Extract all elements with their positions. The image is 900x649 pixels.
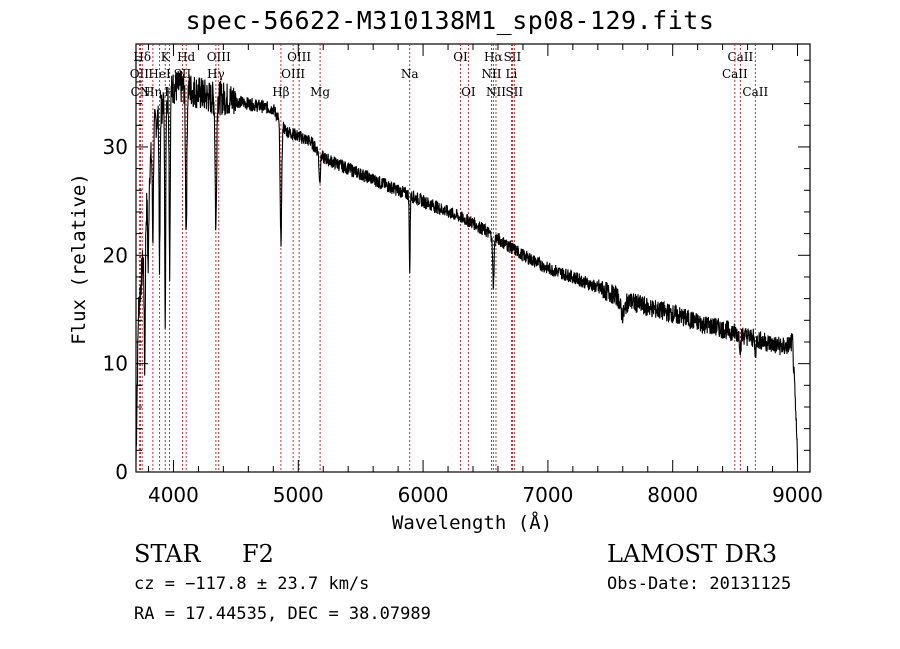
line-marker-label: Li <box>506 67 518 81</box>
axis-ticks: 4000 5000 6000 7000 8000 9000 0 10 20 30 <box>103 44 823 507</box>
class-label: STAR <box>134 540 201 568</box>
line-marker-label: OII <box>130 67 150 81</box>
y-tick-label: 0 <box>115 460 128 484</box>
line-marker-label: OI <box>461 85 476 99</box>
subclass-label: F2 <box>242 540 274 568</box>
line-marker-label: Mg <box>310 85 330 99</box>
line-marker-label: CN <box>131 85 151 99</box>
line-marker-label: CaII <box>742 85 768 99</box>
line-marker-label: NII <box>486 85 506 99</box>
line-markers: Hδ OII CN K HeI Hη H Hd SII OIII Hγ OIII OIII Hβ Mg Na O… <box>130 44 768 472</box>
line-marker-label: SII <box>504 50 522 64</box>
line-marker-label: SII <box>505 85 523 99</box>
line-marker-label: Hγ <box>207 67 225 81</box>
line-marker-label: OIII <box>207 50 231 64</box>
line-marker-label: HeI <box>148 67 171 81</box>
line-marker-label: Hη <box>144 85 162 99</box>
survey-label: LAMOST DR3 <box>607 540 778 568</box>
line-marker-label: K <box>161 50 171 64</box>
obs-date-text: Obs-Date: 20131125 <box>607 574 792 594</box>
redshift-text: cz = −117.8 ± 23.7 km/s <box>134 574 370 594</box>
line-marker-label: Hd <box>177 50 195 64</box>
chart-title: spec-56622-M310138M1_sp08-129.fits <box>185 6 715 35</box>
y-axis-label: Flux (relative) <box>68 173 90 345</box>
line-marker-label: OIII <box>287 50 311 64</box>
y-tick-label: 20 <box>103 243 128 267</box>
line-marker-label: Na <box>401 67 419 81</box>
plot-frame <box>135 43 811 473</box>
ra-dec-text: RA = 17.44535, DEC = 38.07989 <box>134 604 431 624</box>
x-tick-label: 7000 <box>522 483 573 507</box>
line-marker-label: Hα <box>484 50 503 64</box>
flux-line <box>135 70 799 464</box>
line-marker-label: CaII <box>722 67 748 81</box>
x-tick-label: 6000 <box>398 483 449 507</box>
line-marker-label: OI <box>453 50 468 64</box>
y-tick-label: 30 <box>103 135 128 159</box>
line-marker-label: Hβ <box>272 85 289 99</box>
line-marker-label: NII <box>481 67 501 81</box>
x-tick-label: 8000 <box>647 483 698 507</box>
line-marker-label: OIII <box>281 67 305 81</box>
line-marker-label: CaII <box>727 50 753 64</box>
x-axis-label: Wavelength (Å) <box>392 511 552 534</box>
x-tick-label: 5000 <box>273 483 324 507</box>
y-tick-label: 10 <box>103 352 128 376</box>
x-tick-label: 4000 <box>148 483 199 507</box>
line-marker-label: H <box>164 85 174 99</box>
x-tick-label: 9000 <box>772 483 823 507</box>
line-marker-label: Hδ <box>133 50 151 64</box>
